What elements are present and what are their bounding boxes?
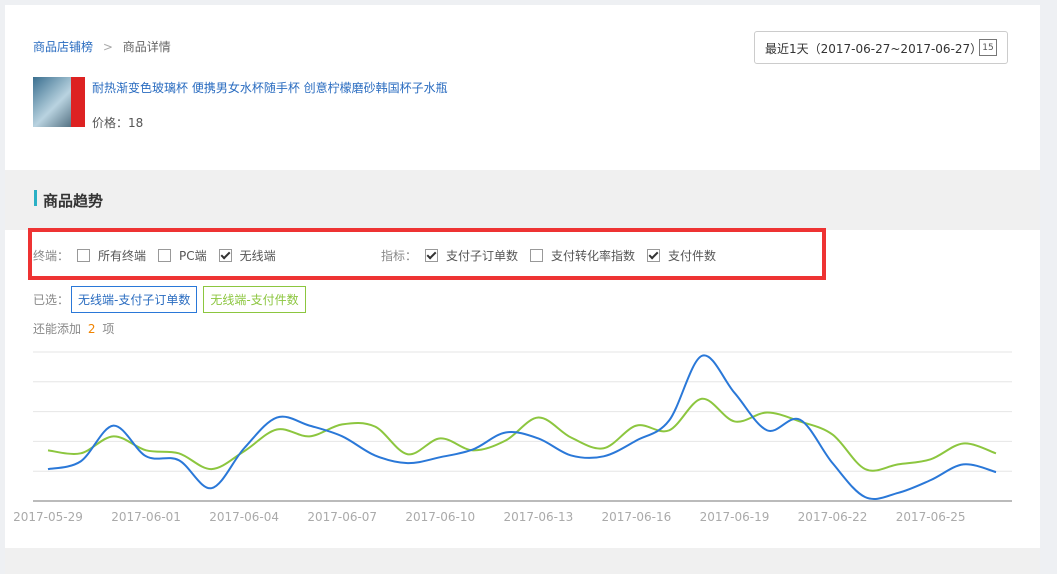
x-tick-label: 2017-06-25 <box>896 510 966 524</box>
x-tick-label: 2017-06-07 <box>307 510 377 524</box>
x-tick-label: 2017-06-10 <box>405 510 475 524</box>
x-tick-label: 2017-06-16 <box>602 510 672 524</box>
section-marker <box>34 190 37 206</box>
x-tick-label: 2017-05-29 <box>13 510 83 524</box>
series-line <box>47 397 997 472</box>
x-tick-label: 2017-06-13 <box>503 510 573 524</box>
main-panel <box>5 5 1040 574</box>
checkbox[interactable] <box>425 249 439 262</box>
date-picker[interactable]: 最近1天（2017-06-27~2017-06-27） 15 <box>754 31 1008 64</box>
filter-label: 终端： <box>33 249 70 263</box>
checkbox[interactable] <box>158 249 172 262</box>
breadcrumb-sep: > <box>102 40 113 54</box>
breadcrumb-link[interactable]: 商品店铺榜 <box>33 40 94 54</box>
product-image <box>33 77 85 127</box>
series-line <box>47 354 997 500</box>
filter-group: 指标： 支付子订单数 支付转化率指数 支付件数 <box>381 247 728 264</box>
remaining: 还能添加 2 项 <box>33 320 114 337</box>
filter-group: 终端： 所有终端 PC端 无线端 <box>33 247 288 264</box>
filter-option[interactable]: 支付转化率指数 <box>530 247 635 264</box>
filter-option[interactable]: 无线端 <box>218 247 276 264</box>
remaining-text: 还能添加 <box>33 322 82 336</box>
calendar-icon: 15 <box>979 39 997 56</box>
product-price: 价格：18 <box>92 116 144 130</box>
x-tick-label: 2017-06-22 <box>798 510 868 524</box>
checkbox[interactable] <box>647 249 661 262</box>
x-tick-label: 2017-06-04 <box>209 510 279 524</box>
option-text: 支付子订单数 <box>446 249 519 263</box>
checkbox[interactable] <box>77 249 91 262</box>
filter-label: 指标： <box>381 249 418 263</box>
remaining-count: 2 <box>87 322 96 336</box>
remaining-unit: 项 <box>102 322 115 336</box>
selected-tags: 无线端-支付子订单数 无线端-支付件数 <box>71 286 312 313</box>
x-tick-label: 2017-06-01 <box>111 510 181 524</box>
filter-option[interactable]: 所有终端 <box>77 247 146 264</box>
section-title: 商品趋势 <box>43 192 104 210</box>
breadcrumb: 商品店铺榜 > 商品详情 <box>33 38 171 55</box>
filter-option[interactable]: PC端 <box>158 247 207 264</box>
filter-option[interactable]: 支付子订单数 <box>425 247 518 264</box>
filter-option[interactable]: 支付件数 <box>647 247 716 264</box>
option-text: 无线端 <box>239 249 276 263</box>
option-text: PC端 <box>179 249 207 263</box>
next-section <box>5 548 1040 574</box>
legend-tag[interactable]: 无线端-支付件数 <box>203 286 306 313</box>
breadcrumb-current: 商品详情 <box>122 40 171 54</box>
option-text: 支付转化率指数 <box>551 249 636 263</box>
option-text: 支付件数 <box>668 249 717 263</box>
selected-label: 已选： <box>33 293 70 307</box>
image-badge <box>71 77 85 127</box>
checkbox[interactable] <box>530 249 544 262</box>
x-tick-label: 2017-06-19 <box>700 510 770 524</box>
date-range: 最近1天（2017-06-27~2017-06-27） <box>765 42 983 56</box>
checkbox[interactable] <box>218 249 232 262</box>
option-text: 所有终端 <box>98 249 147 263</box>
trend-chart: 2017-05-29 2017-06-01 2017-06-04 2017-06-07… <box>13 351 1012 524</box>
product-title[interactable]: 耐热渐变色玻璃杯 便携男女水杯随手杯 创意柠檬磨砂韩国杯子水瓶 <box>92 81 448 95</box>
legend-tag[interactable]: 无线端-支付子订单数 <box>71 286 198 313</box>
section-header: 商品趋势 <box>5 170 1040 230</box>
